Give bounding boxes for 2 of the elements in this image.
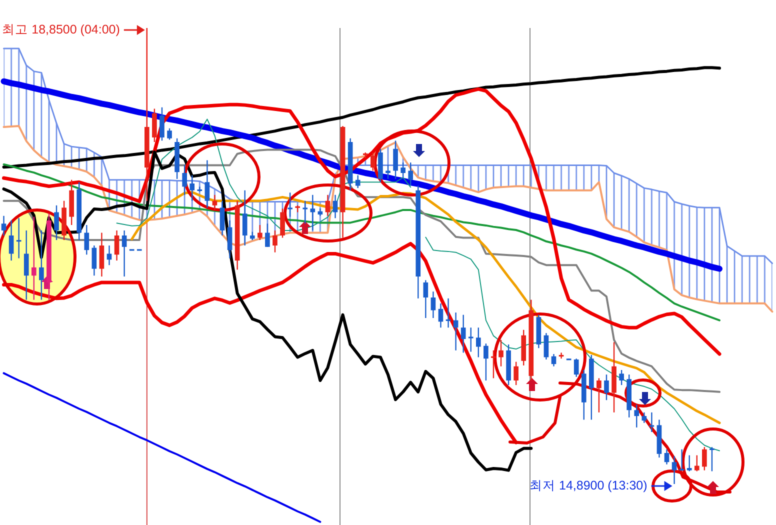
annotation: 최저 14,8900 (13:30) <box>530 478 648 492</box>
annotation: 최고 18,8500 (04:00) <box>2 22 120 36</box>
